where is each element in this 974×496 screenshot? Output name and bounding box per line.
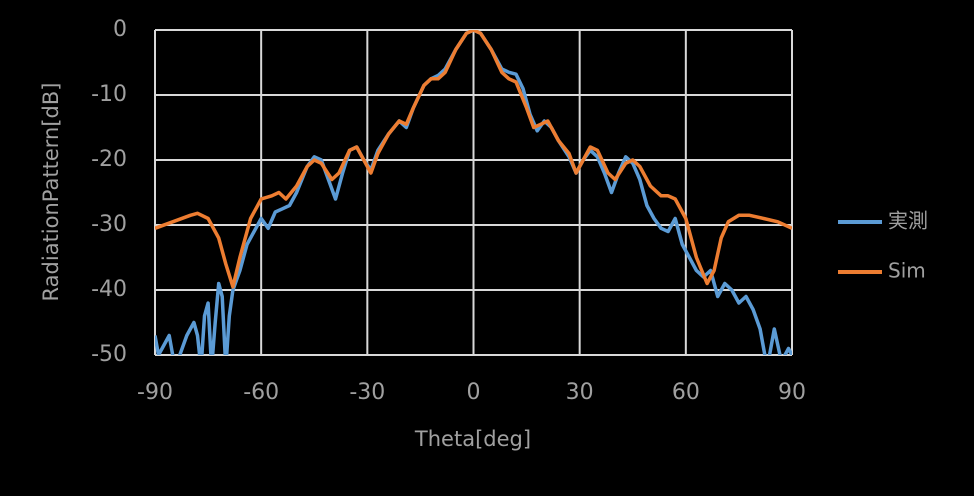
plot-area <box>155 30 792 355</box>
y-tick-label: -20 <box>91 147 127 172</box>
legend-label: 実測 <box>888 209 928 233</box>
y-tick-label: -50 <box>91 342 127 367</box>
y-axis-title: RadiationPattern[dB] <box>39 83 63 302</box>
x-tick-label: 30 <box>566 380 594 405</box>
series-line <box>155 30 792 289</box>
y-tick-label: -40 <box>91 277 127 302</box>
x-tick-label: 0 <box>467 380 481 405</box>
y-tick-label: -10 <box>91 82 127 107</box>
y-tick-label: -30 <box>91 212 127 237</box>
x-tick-label: -30 <box>349 380 385 405</box>
x-tick-label: 90 <box>778 380 806 405</box>
x-tick-label: -60 <box>243 380 279 405</box>
x-axis-title: Theta[deg] <box>414 427 531 451</box>
x-tick-label: -90 <box>137 380 173 405</box>
x-tick-label: 60 <box>672 380 700 405</box>
y-tick-label: 0 <box>113 17 127 42</box>
legend-label: Sim <box>888 259 926 283</box>
grid <box>154 29 793 356</box>
